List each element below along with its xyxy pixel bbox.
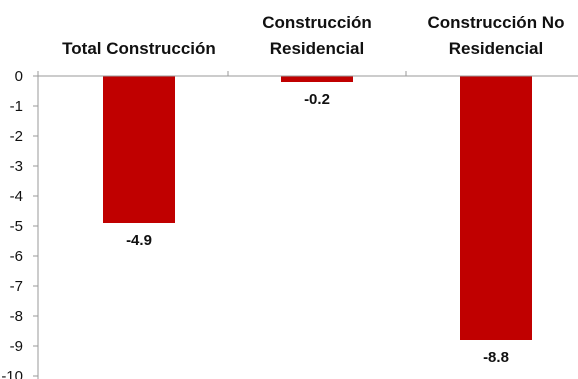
- y-tick-label: -10: [1, 368, 23, 379]
- y-tick-label: -3: [10, 158, 23, 175]
- bars: [103, 76, 532, 340]
- data-label: -0.2: [304, 91, 330, 108]
- category-label: Residencial: [449, 39, 544, 58]
- bar: [460, 76, 532, 340]
- category-label: Total Construcción: [62, 39, 216, 58]
- axes: [37, 71, 578, 379]
- y-axis-ticks: 0 -1 -2 -3 -4 -5 -6 -7 -8 -9 -10: [1, 68, 38, 379]
- category-label: Residencial: [270, 39, 365, 58]
- y-tick-label: -8: [10, 308, 23, 325]
- y-tick-label: -6: [10, 248, 23, 265]
- bar: [103, 76, 175, 223]
- data-labels: -4.9 -0.2 -8.8: [126, 91, 509, 366]
- y-tick-label: -1: [10, 98, 23, 115]
- y-tick-label: -4: [10, 188, 23, 205]
- y-tick-label: -2: [10, 128, 23, 145]
- data-label: -8.8: [483, 349, 509, 366]
- y-tick-label: -5: [10, 218, 23, 235]
- y-tick-label: -7: [10, 278, 23, 295]
- data-label: -4.9: [126, 232, 152, 249]
- category-label: Construcción: [262, 13, 372, 32]
- category-label: Construcción No: [428, 13, 565, 32]
- y-tick-label: 0: [15, 68, 23, 85]
- category-labels: Total Construcción Construcción Residencia…: [62, 13, 564, 58]
- y-tick-label: -9: [10, 338, 23, 355]
- bar: [281, 76, 353, 82]
